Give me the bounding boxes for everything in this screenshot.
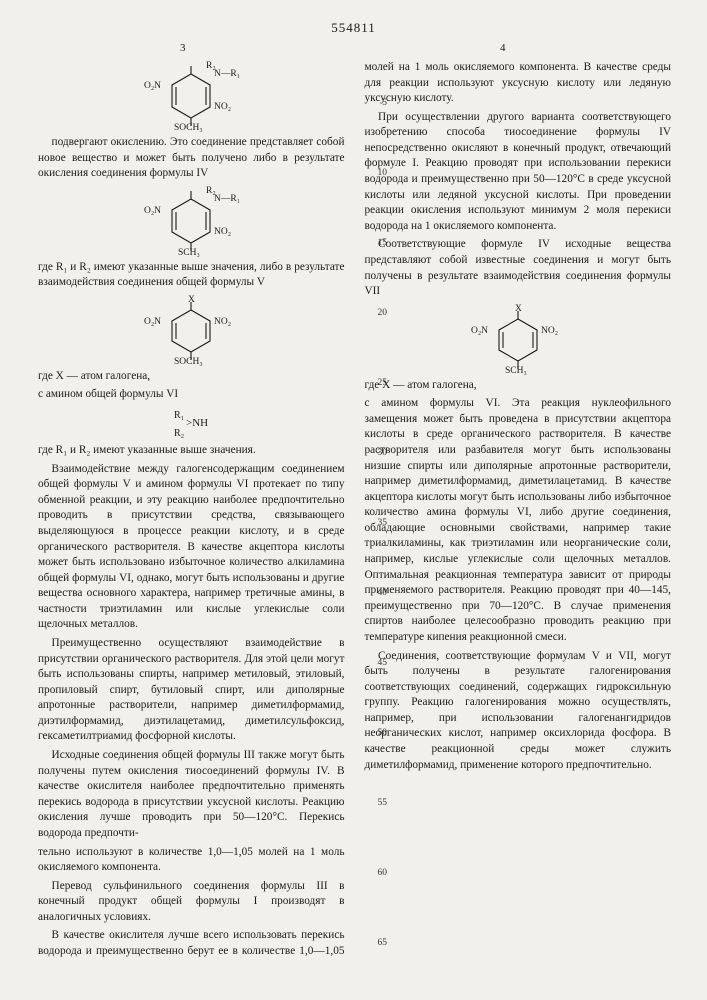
- page-num-left: 3: [180, 42, 186, 54]
- para: Исходные соединения общей формулы III та…: [38, 748, 345, 841]
- formula-VI: R₁ >NH R₂: [38, 406, 345, 440]
- body-columns: O₂N N—R₁ R₂ NO₂ SOCH₃ подвергают окислен…: [38, 60, 671, 972]
- formula-IV: O₂N N—R₁ R₂ NO₂ SCH₃: [38, 185, 345, 257]
- svg-text:NO₂: NO₂: [214, 227, 231, 237]
- svg-text:N—R₁: N—R₁: [214, 69, 240, 79]
- svg-text:SOCH₃: SOCH₃: [174, 357, 203, 366]
- svg-text:NO₂: NO₂: [214, 102, 231, 112]
- svg-text:X: X: [515, 304, 522, 314]
- para: где R₁ и R₂ имеют указанные выше значени…: [38, 443, 345, 459]
- para: Взаимодействие между галогенсодержащим с…: [38, 462, 345, 633]
- para: тельно используют в количестве 1,0—1,05 …: [38, 845, 345, 876]
- svg-text:O₂N: O₂N: [144, 317, 161, 327]
- formula-IV-oxidized: O₂N N—R₁ R₂ NO₂ SOCH₃: [38, 60, 345, 132]
- para: При осуществлении другого варианта соотв…: [365, 110, 672, 235]
- svg-text:R₂: R₂: [206, 186, 216, 196]
- formula-V: X O₂N NO₂ SOCH₃: [38, 294, 345, 366]
- svg-text:R₂: R₂: [206, 61, 216, 71]
- page-num-right: 4: [500, 42, 506, 54]
- para: с амином формулы VI. Эта реакция нуклеоф…: [365, 396, 672, 645]
- svg-text:O₂N: O₂N: [471, 326, 488, 336]
- para: с амином общей формулы VI: [38, 387, 345, 403]
- svg-text:O₂N: O₂N: [144, 206, 161, 216]
- para: где R₁ и R₂ имеют указанные выше значени…: [38, 260, 345, 291]
- para: где X — атом галогена,: [38, 369, 345, 385]
- para: где X — атом галогена,: [365, 378, 672, 394]
- para: подвергают окислению. Это соединение пре…: [38, 135, 345, 182]
- formula-VII: X O₂N NO₂ SCH₃: [365, 303, 672, 375]
- svg-text:SCH₃: SCH₃: [505, 366, 527, 375]
- para: Соответствующие формуле IV исходные веще…: [365, 237, 672, 299]
- svg-text:>NH: >NH: [186, 417, 208, 429]
- para: Перевод сульфинильного соединения формул…: [38, 879, 345, 926]
- svg-text:X: X: [188, 295, 195, 305]
- para: Преимущественно осуществляют взаимодейст…: [38, 636, 345, 745]
- svg-text:SCH₃: SCH₃: [178, 248, 200, 257]
- svg-text:R₁: R₁: [174, 410, 184, 421]
- svg-text:R₂: R₂: [174, 428, 184, 439]
- para: Соединения, соответствующие формулам V и…: [365, 649, 672, 774]
- svg-text:O₂N: O₂N: [144, 81, 161, 91]
- doc-number: 554811: [0, 20, 707, 36]
- svg-text:SOCH₃: SOCH₃: [174, 123, 203, 132]
- svg-text:NO₂: NO₂: [541, 326, 558, 336]
- svg-text:N—R₁: N—R₁: [214, 194, 240, 204]
- svg-text:NO₂: NO₂: [214, 317, 231, 327]
- page: 554811 3 4 O₂N N—R₁ R₂ NO₂ SOCH₃: [0, 0, 707, 1000]
